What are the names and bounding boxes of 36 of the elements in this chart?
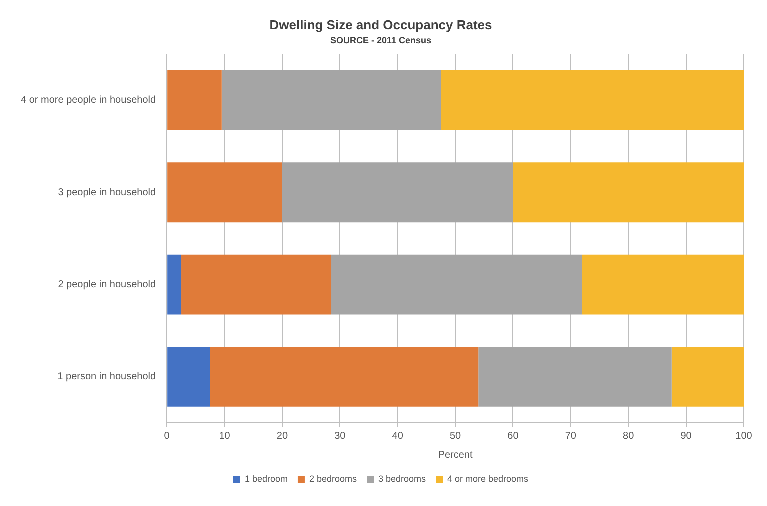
- y-tick-label: 3 people in household: [58, 187, 156, 198]
- bar: [168, 70, 222, 130]
- x-tick-label: 80: [623, 430, 635, 442]
- chart-title: Dwelling Size and Occupancy Rates: [270, 17, 492, 32]
- legend-label: 2 bedrooms: [309, 474, 358, 484]
- x-tick-label: 100: [736, 430, 753, 442]
- bar: [222, 70, 442, 130]
- x-axis-title: Percent: [438, 450, 473, 461]
- bar: [582, 254, 744, 315]
- legend-label: 1 bedroom: [244, 474, 288, 484]
- x-tick-label: 90: [680, 430, 692, 442]
- y-tick-label: 2 people in household: [58, 280, 156, 291]
- bar: [182, 254, 332, 315]
- bar: [478, 346, 672, 407]
- legend-label: 4 or more bedrooms: [448, 474, 530, 484]
- x-tick-label: 70: [565, 430, 577, 442]
- y-tick-label: 1 person in household: [58, 372, 156, 383]
- bar: [441, 70, 744, 130]
- x-tick-label: 20: [276, 430, 288, 442]
- x-tick-label: 10: [219, 430, 231, 442]
- x-tick-label: 40: [392, 430, 404, 442]
- bar: [168, 162, 282, 223]
- x-tick-label: 0: [164, 430, 170, 442]
- bar: [332, 254, 582, 315]
- bar: [513, 162, 744, 223]
- x-tick-label: 60: [508, 430, 520, 442]
- bar: [282, 162, 514, 223]
- y-tick-label: 4 or more people in household: [21, 95, 156, 106]
- bar: [168, 346, 210, 407]
- bar: [168, 254, 182, 315]
- bar: [672, 346, 744, 407]
- legend-label: 3 bedrooms: [378, 474, 427, 484]
- x-tick-label: 50: [450, 430, 462, 442]
- x-tick-label: 30: [334, 430, 346, 442]
- chart-subtitle: SOURCE - 2011 Census: [330, 35, 432, 46]
- bar: [210, 346, 479, 407]
